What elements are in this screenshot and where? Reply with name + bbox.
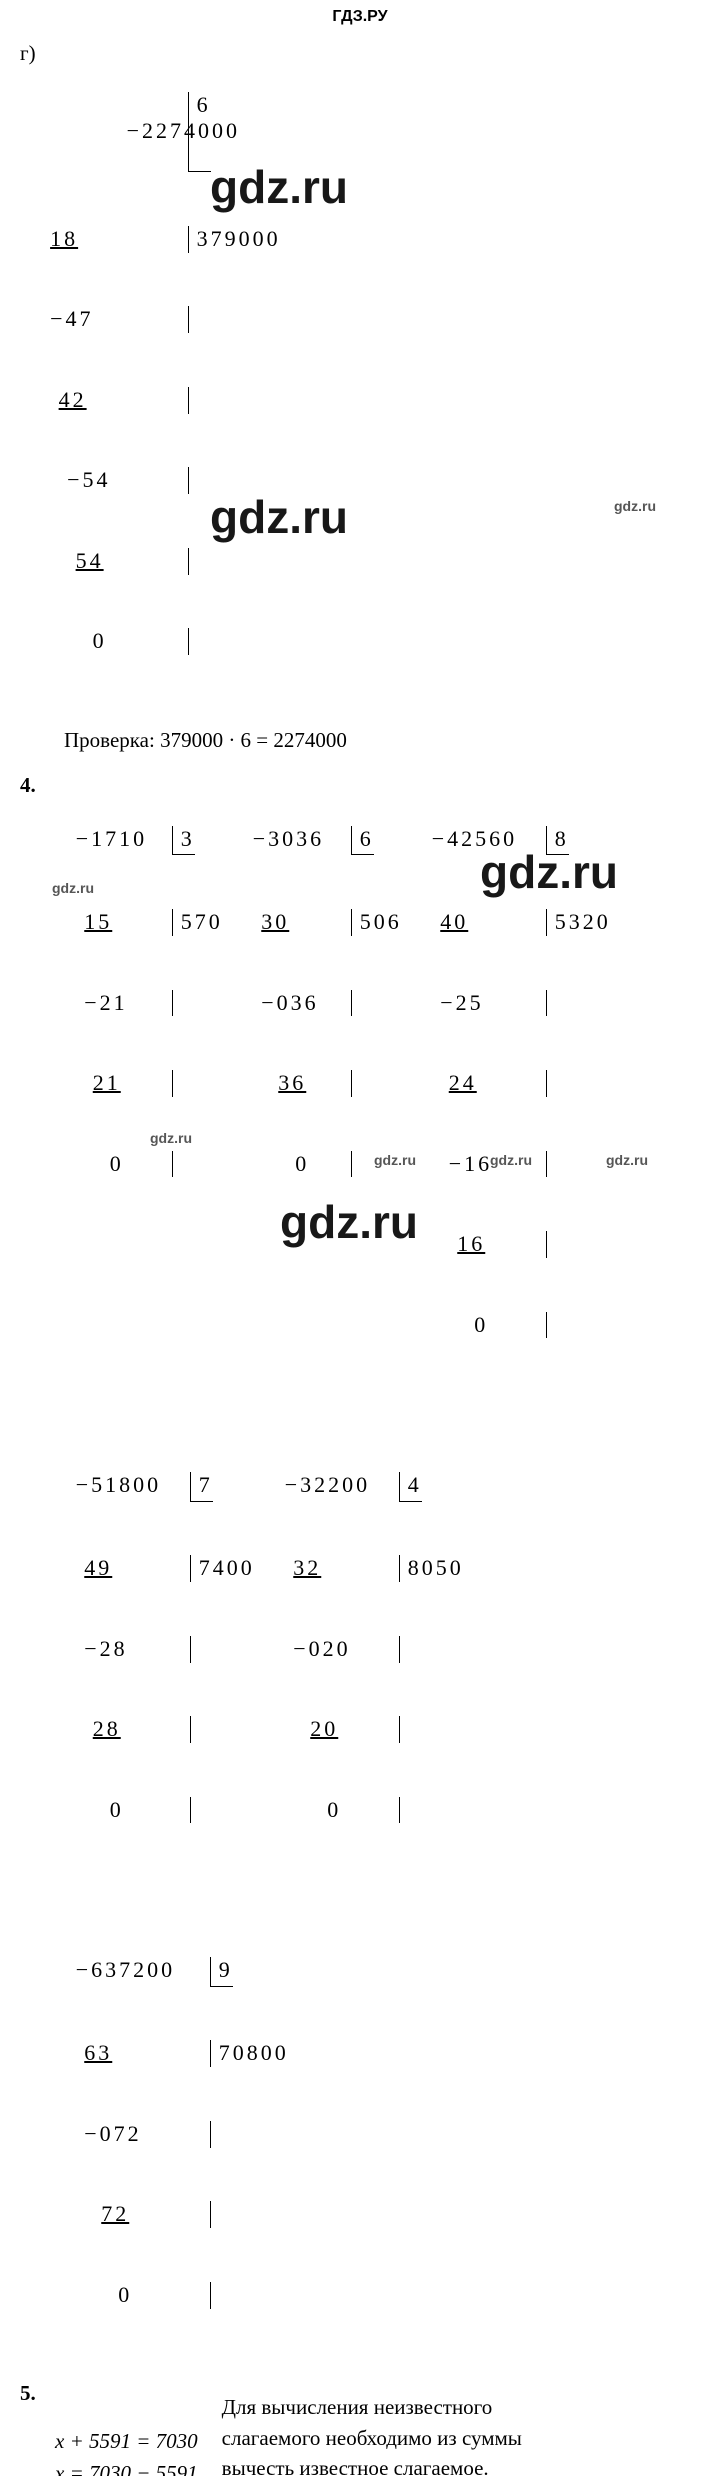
long-division-4: −518007 497400 −28 28 0 [76, 1418, 255, 1877]
step: 28 [100, 1636, 128, 1661]
divisor: 6 [351, 826, 374, 856]
quotient: 7400 [190, 1555, 255, 1582]
step: 0 [327, 1797, 341, 1822]
step: 15 [84, 909, 112, 934]
eq-line: x = 7030 − 5591 [55, 2461, 198, 2476]
step: 25 [456, 990, 484, 1015]
step: 30 [261, 909, 289, 934]
page-content: г) −2274000 6 18 379000 −47 42 −54 54 0 … [0, 26, 720, 2476]
step: 072 [100, 2121, 142, 2146]
quotient: 8050 [399, 1555, 464, 1582]
step: 0 [110, 1151, 124, 1176]
step: 49 [84, 1555, 112, 1580]
step: 16 [457, 1231, 485, 1256]
divisor: 6 [188, 92, 211, 172]
long-division-6: −6372009 6370800 −072 72 0 [76, 1903, 289, 2362]
step: 36 [278, 1070, 306, 1095]
step: 0 [110, 1797, 124, 1822]
dividend: 32200 [300, 1472, 370, 1497]
dividend: 1710 [91, 826, 147, 851]
step: 32 [293, 1555, 321, 1580]
step: 21 [93, 1070, 121, 1095]
equation-block-1: x + 5591 = 7030 x = 7030 − 5591 x = 1439 [55, 2392, 198, 2476]
step: 0 [474, 1312, 488, 1337]
step: 18 [50, 226, 78, 251]
step: 0 [295, 1151, 309, 1176]
step: 0 [118, 2282, 132, 2307]
long-division-5: −322004 328050 −020 20 0 [285, 1418, 464, 1877]
explanation-1: Для вычисления неизвестного слагаемого н… [222, 2392, 577, 2476]
long-division-3: −425608 405320 −25 24 −16 16 0 [432, 772, 611, 1392]
item-label-g: г) [20, 38, 36, 709]
long-division-g: −2274000 6 18 379000 −47 42 −54 54 0 [42, 38, 281, 709]
task-number-4: 4. [20, 772, 36, 2362]
dividend: 42560 [447, 826, 517, 851]
step: 16 [464, 1151, 492, 1176]
step: 036 [277, 990, 319, 1015]
quotient: 70800 [210, 2040, 289, 2067]
step: 54 [83, 467, 111, 492]
step: 20 [310, 1716, 338, 1741]
long-division-2: −30366 30506 −036 36 0 [253, 772, 402, 1392]
divisor: 3 [172, 826, 195, 856]
divisor: 7 [190, 1472, 213, 1502]
divisor: 9 [210, 1957, 233, 1987]
step: 28 [93, 1716, 121, 1741]
step: 63 [84, 2040, 112, 2065]
step: 0 [93, 628, 107, 653]
quotient: 506 [351, 909, 402, 936]
check-line: Проверка: 379000 · 6 = 2274000 [64, 727, 700, 754]
step: 40 [440, 909, 468, 934]
dividend: 637200 [91, 1957, 175, 1982]
step: 47 [66, 306, 94, 331]
task-number-5: 5. [20, 2380, 45, 2476]
quotient: 570 [172, 909, 223, 936]
step: 42 [59, 387, 87, 412]
quotient: 379000 [188, 226, 281, 253]
eq-line: x + 5591 = 7030 [55, 2429, 198, 2453]
step: 020 [309, 1636, 351, 1661]
step: 24 [449, 1070, 477, 1095]
long-division-1: −17103 15570 −21 21 0 [76, 772, 223, 1392]
step: 72 [101, 2201, 129, 2226]
step: 21 [100, 990, 128, 1015]
dividend: 3036 [268, 826, 324, 851]
divisor: 8 [546, 826, 569, 856]
divisor: 4 [399, 1472, 422, 1502]
dividend: 51800 [91, 1472, 161, 1497]
site-header: ГДЗ.РУ [0, 0, 720, 26]
quotient: 5320 [546, 909, 611, 936]
step: 54 [76, 548, 104, 573]
